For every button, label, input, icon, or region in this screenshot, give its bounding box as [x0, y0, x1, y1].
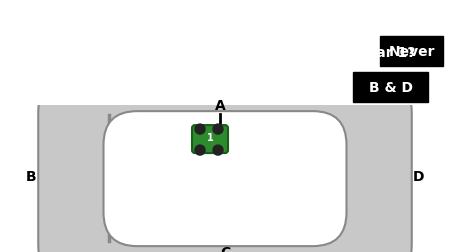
Text: 1: 1 — [207, 133, 213, 143]
Bar — [222, 224, 225, 243]
Bar — [222, 115, 225, 134]
Bar — [304, 224, 307, 243]
Text: At which point(s) would velocity be the same for Car 1?: At which point(s) would velocity be the … — [0, 46, 416, 60]
Bar — [238, 224, 242, 243]
FancyBboxPatch shape — [104, 112, 346, 246]
Text: A: A — [215, 99, 225, 113]
Circle shape — [213, 124, 223, 135]
Text: B & D: B & D — [369, 81, 413, 95]
Bar — [189, 224, 193, 243]
Bar — [157, 115, 160, 134]
Circle shape — [195, 145, 205, 155]
Bar — [108, 224, 111, 243]
Bar — [124, 224, 127, 243]
Bar — [124, 115, 127, 134]
Bar — [271, 224, 274, 243]
Circle shape — [213, 145, 223, 155]
Bar — [140, 115, 144, 134]
Bar — [238, 115, 242, 134]
FancyBboxPatch shape — [353, 73, 428, 103]
Text: Never: Never — [388, 45, 435, 59]
Bar — [304, 115, 307, 134]
Text: B: B — [26, 169, 37, 183]
Bar — [173, 115, 176, 134]
Bar — [173, 224, 176, 243]
Bar — [206, 224, 209, 243]
Text: C: C — [220, 245, 230, 252]
Text: D: D — [413, 169, 424, 183]
Bar — [255, 115, 258, 134]
FancyBboxPatch shape — [380, 37, 443, 67]
Text: Car 1 is traveling at 130 km/hr around the track.: Car 1 is traveling at 130 km/hr around t… — [23, 12, 427, 26]
Bar — [320, 115, 323, 134]
Bar — [320, 224, 323, 243]
Bar — [271, 115, 274, 134]
Bar — [288, 224, 291, 243]
Circle shape — [195, 124, 205, 135]
FancyBboxPatch shape — [38, 50, 412, 252]
Bar — [140, 224, 144, 243]
Bar — [189, 115, 193, 134]
Bar — [206, 115, 209, 134]
Bar — [255, 224, 258, 243]
Bar — [108, 115, 111, 134]
Bar — [157, 224, 160, 243]
Text: At which point(s) would Car 1 accelerate?: At which point(s) would Car 1 accelerate… — [21, 80, 348, 94]
FancyBboxPatch shape — [192, 125, 228, 153]
Bar — [288, 115, 291, 134]
